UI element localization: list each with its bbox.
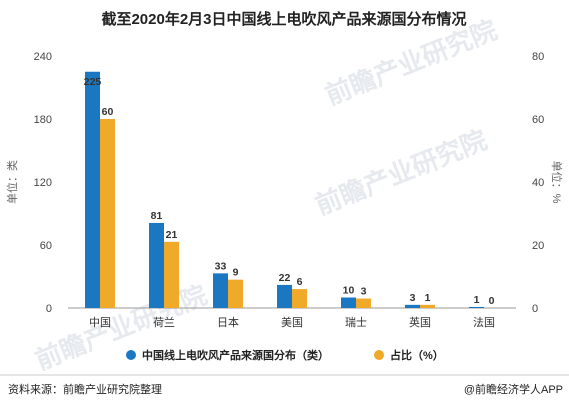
watermark-text: 前瞻产业研究院: [311, 125, 491, 221]
y-tick-left: 120: [34, 177, 52, 189]
data-label-count: 1: [474, 294, 480, 306]
data-label-count: 33: [215, 260, 227, 272]
legend-marker-count: [126, 350, 136, 360]
data-label-count: 3: [410, 292, 416, 304]
x-tick-label: 美国: [281, 316, 303, 329]
data-label-share: 21: [166, 229, 178, 241]
x-tick-label: 荷兰: [153, 316, 175, 329]
bar-share: [420, 304, 435, 308]
data-label-share: 1: [425, 292, 431, 304]
data-label-count: 225: [84, 76, 102, 88]
y-tick-right: 40: [532, 177, 544, 189]
chart-title: 截至2020年2月3日中国线上电吹风产品来源国分布情况: [101, 10, 466, 28]
data-label-share: 0: [489, 295, 495, 307]
legend-marker-share: [374, 350, 384, 360]
bar-count: [341, 297, 356, 308]
y-tick-right: 0: [532, 303, 538, 315]
bar-share: [164, 241, 179, 308]
bar-count: [213, 273, 228, 308]
y-tick-left: 0: [46, 303, 52, 315]
y-tick-right: 60: [532, 114, 544, 126]
legend-label-count: 中国线上电吹风产品来源国分布（类）: [142, 348, 329, 362]
data-label-count: 10: [343, 285, 355, 297]
bar-share: [356, 298, 371, 308]
bar-share: [100, 119, 115, 308]
x-tick-label: 日本: [217, 315, 239, 329]
category-labels: 中国 荷兰 日本 美国 瑞士 英国 法国: [89, 315, 495, 329]
y-tick-left: 60: [40, 240, 52, 252]
data-label-share: 60: [102, 106, 114, 118]
y-tick-left: 240: [34, 51, 52, 63]
bar-count: [405, 304, 420, 308]
data-label-share: 3: [361, 286, 367, 298]
footer-source: 资料来源：前瞻产业研究院整理: [8, 382, 162, 396]
data-label-count: 22: [279, 272, 291, 284]
bar-count: [149, 222, 164, 308]
data-label-share: 6: [297, 276, 303, 288]
footer-brand: @前瞻经济学人APP: [464, 382, 563, 396]
y-tick-right: 80: [532, 51, 544, 63]
bar-share: [292, 289, 307, 308]
x-tick-label: 中国: [89, 316, 111, 329]
bar-count: [277, 284, 292, 308]
y-tick-right: 20: [532, 240, 544, 252]
y-axis-left-label: 单位：类: [5, 160, 19, 204]
legend: 中国线上电吹风产品来源国分布（类） 占比（%）: [126, 348, 444, 362]
x-tick-label: 瑞士: [345, 315, 367, 329]
y-tick-left: 180: [34, 114, 52, 126]
watermark-text: 前瞻产业研究院: [321, 15, 501, 111]
y-axis-left-ticks: 0 60 120 180 240: [34, 51, 52, 315]
y-axis-right-label: 单位：%: [550, 161, 564, 204]
bar-count: [85, 71, 100, 308]
x-tick-label: 英国: [409, 315, 431, 329]
bar-count: [469, 306, 484, 308]
bar-share: [228, 279, 243, 308]
data-label-share: 9: [233, 267, 239, 279]
data-label-count: 81: [151, 210, 163, 222]
x-tick-label: 法国: [473, 315, 495, 329]
y-axis-right-ticks: 0 20 40 60 80: [532, 51, 544, 315]
legend-label-share: 占比（%）: [390, 348, 444, 362]
